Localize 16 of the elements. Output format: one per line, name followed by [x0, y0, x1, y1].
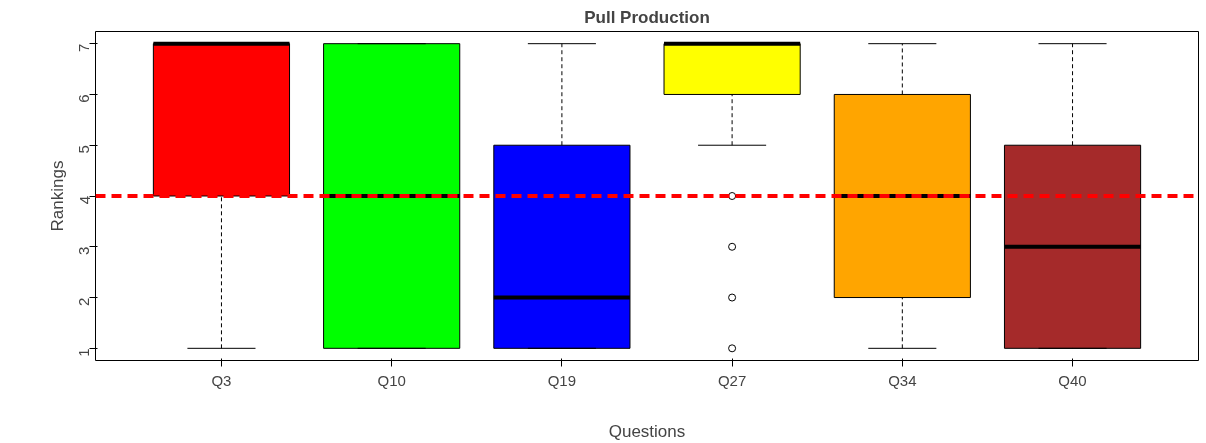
y-tick-label: 5 [75, 145, 93, 154]
x-tick-label: Q3 [211, 371, 232, 389]
x-tick-label: Q10 [377, 371, 406, 389]
y-tick-label: 1 [75, 348, 93, 357]
y-tick-label: 6 [75, 94, 93, 103]
x-tick-label: Q34 [888, 371, 917, 389]
y-tick-label: 3 [75, 246, 93, 256]
chart-title: Pull Production [584, 7, 710, 27]
y-tick-label: 4 [75, 196, 93, 205]
x-tick-label: Q27 [717, 371, 747, 389]
y-tick-label: 2 [75, 297, 93, 306]
x-tick-label: Q19 [547, 371, 577, 389]
y-axis-title: Rankings [47, 160, 67, 232]
x-tick-label: Q40 [1058, 371, 1087, 389]
y-tick-label: 7 [75, 43, 93, 53]
x-axis-title: Questions [608, 421, 686, 441]
